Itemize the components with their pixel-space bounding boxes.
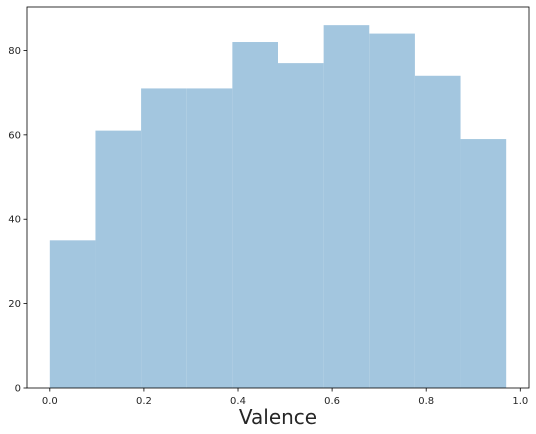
histogram-bar-9	[460, 139, 507, 388]
y-tick-label: 60	[8, 130, 21, 141]
x-axis-ticks: 0.0 0.2 0.4 0.6 0.8 1.0	[42, 388, 528, 407]
x-tick-label: 0.0	[42, 396, 58, 407]
y-axis-ticks: 0 20 40 60 80	[8, 46, 27, 395]
x-tick-label: 1.0	[512, 396, 528, 407]
histogram-bar-3	[186, 88, 233, 389]
x-tick-label: 0.2	[136, 396, 152, 407]
bars-group	[49, 25, 507, 389]
histogram-bar-7	[369, 33, 415, 389]
histogram-bar-6	[323, 25, 370, 389]
histogram-bar-8	[414, 75, 461, 389]
histogram-bar-2	[141, 88, 187, 389]
histogram-bar-5	[278, 63, 324, 389]
x-tick-label: 0.4	[230, 396, 246, 407]
y-tick-label: 40	[8, 215, 21, 226]
x-axis-title: Valence	[239, 405, 317, 429]
y-tick-label: 20	[8, 299, 21, 310]
histogram-bar-0	[49, 240, 96, 388]
histogram-bar-4	[232, 42, 278, 389]
y-tick-label: 0	[15, 384, 21, 395]
histogram-bar-1	[95, 130, 142, 389]
y-tick-label: 80	[8, 46, 21, 57]
x-tick-label: 0.8	[418, 396, 434, 407]
plot-frame	[26, 6, 530, 389]
x-tick-label: 0.6	[324, 396, 340, 407]
